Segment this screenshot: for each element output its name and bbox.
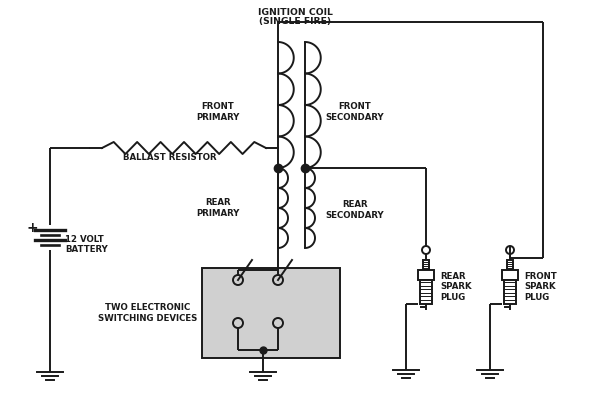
Bar <box>502 270 518 280</box>
Bar <box>420 280 432 304</box>
Bar <box>507 260 513 270</box>
Text: FRONT
PRIMARY: FRONT PRIMARY <box>196 102 239 122</box>
Bar <box>504 280 516 304</box>
Text: FRONT
SPARK
PLUG: FRONT SPARK PLUG <box>524 272 557 302</box>
Text: FRONT
SECONDARY: FRONT SECONDARY <box>326 102 385 122</box>
Bar <box>423 260 429 270</box>
Bar <box>418 270 434 280</box>
Text: +: + <box>26 221 38 235</box>
Text: IGNITION COIL: IGNITION COIL <box>257 8 332 17</box>
Text: TWO ELECTRONIC
SWITCHING DEVICES: TWO ELECTRONIC SWITCHING DEVICES <box>98 303 197 323</box>
Text: 12 VOLT
BATTERY: 12 VOLT BATTERY <box>65 235 108 254</box>
Text: REAR
SPARK
PLUG: REAR SPARK PLUG <box>440 272 472 302</box>
Text: BALLAST RESISTOR: BALLAST RESISTOR <box>123 153 217 162</box>
Text: REAR
PRIMARY: REAR PRIMARY <box>196 198 239 218</box>
Text: REAR
SECONDARY: REAR SECONDARY <box>326 200 385 220</box>
Bar <box>202 268 340 358</box>
Text: (SINGLE FIRE): (SINGLE FIRE) <box>259 17 331 25</box>
